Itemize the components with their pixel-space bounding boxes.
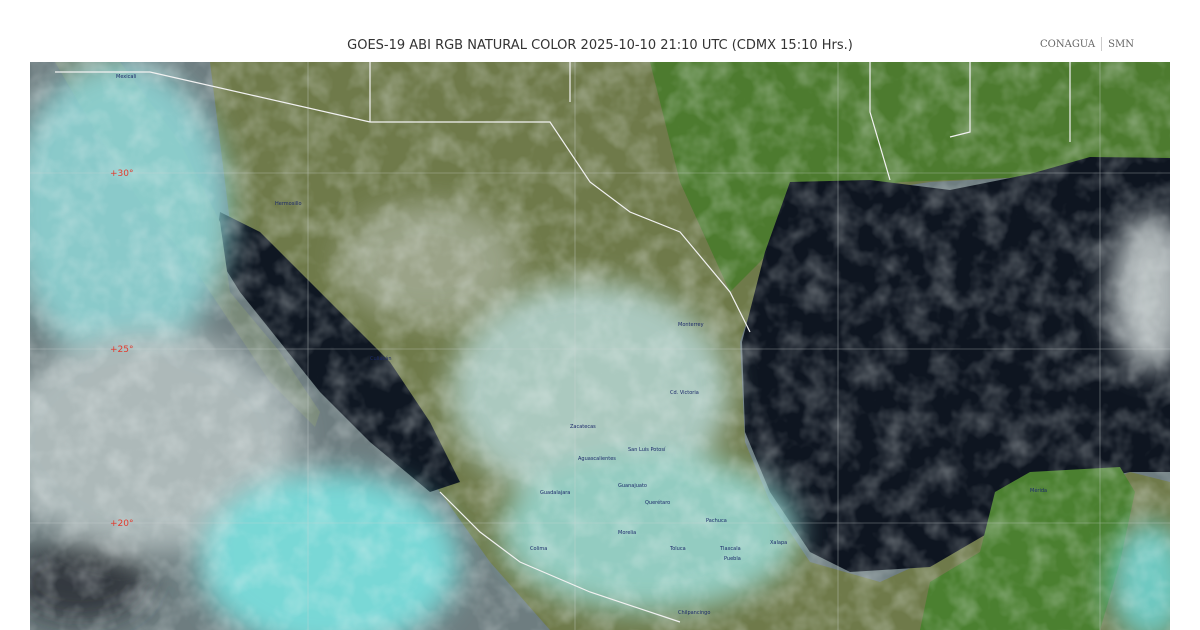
image-title: GOES-19 ABI RGB NATURAL COLOR 2025-10-10… — [347, 38, 853, 53]
city-label: Toluca — [669, 546, 686, 552]
city-label: Colima — [530, 546, 547, 552]
city-label: Mérida — [1030, 487, 1047, 494]
lat-label-30: +30° — [110, 169, 134, 179]
cloud-texture — [30, 62, 1170, 630]
city-label: Aguascalientes — [578, 456, 616, 462]
borders — [55, 62, 1071, 623]
city-label: Hermosillo — [275, 201, 302, 207]
lat-lon-grid — [30, 62, 1170, 630]
smn-logo: SMN — [1108, 38, 1134, 50]
city-label: Xalapa — [770, 540, 787, 546]
city-label: Guadalajara — [540, 490, 570, 496]
satellite-map: +30° +25° +20° Mexicali Hermosillo Culia… — [30, 62, 1170, 630]
city-label: Morelia — [618, 530, 636, 536]
city-label: Culiacán — [370, 355, 391, 362]
lat-label-20: +20° — [110, 519, 134, 529]
city-label: Cd. Victoria — [670, 390, 699, 396]
city-label: Monterrey — [678, 322, 704, 328]
lat-label-25: +25° — [110, 345, 134, 355]
logo-divider — [1101, 37, 1103, 51]
city-label: Mexicali — [116, 74, 136, 80]
conagua-logo: CONAGUA — [1040, 38, 1096, 50]
logos: CONAGUA SMN — [1040, 37, 1134, 51]
city-labels: Mexicali Hermosillo Culiacán Monterrey C… — [116, 74, 1047, 616]
city-label: Puebla — [724, 556, 741, 562]
city-label: Zacatecas — [570, 424, 596, 430]
city-label: Tlaxcala — [719, 546, 741, 552]
city-label: Guanajuato — [618, 483, 647, 489]
city-label: Pachuca — [706, 518, 727, 524]
city-label: Chilpancingo — [678, 610, 710, 616]
city-label: San Luis Potosí — [628, 446, 666, 453]
city-label: Querétaro — [645, 499, 670, 506]
